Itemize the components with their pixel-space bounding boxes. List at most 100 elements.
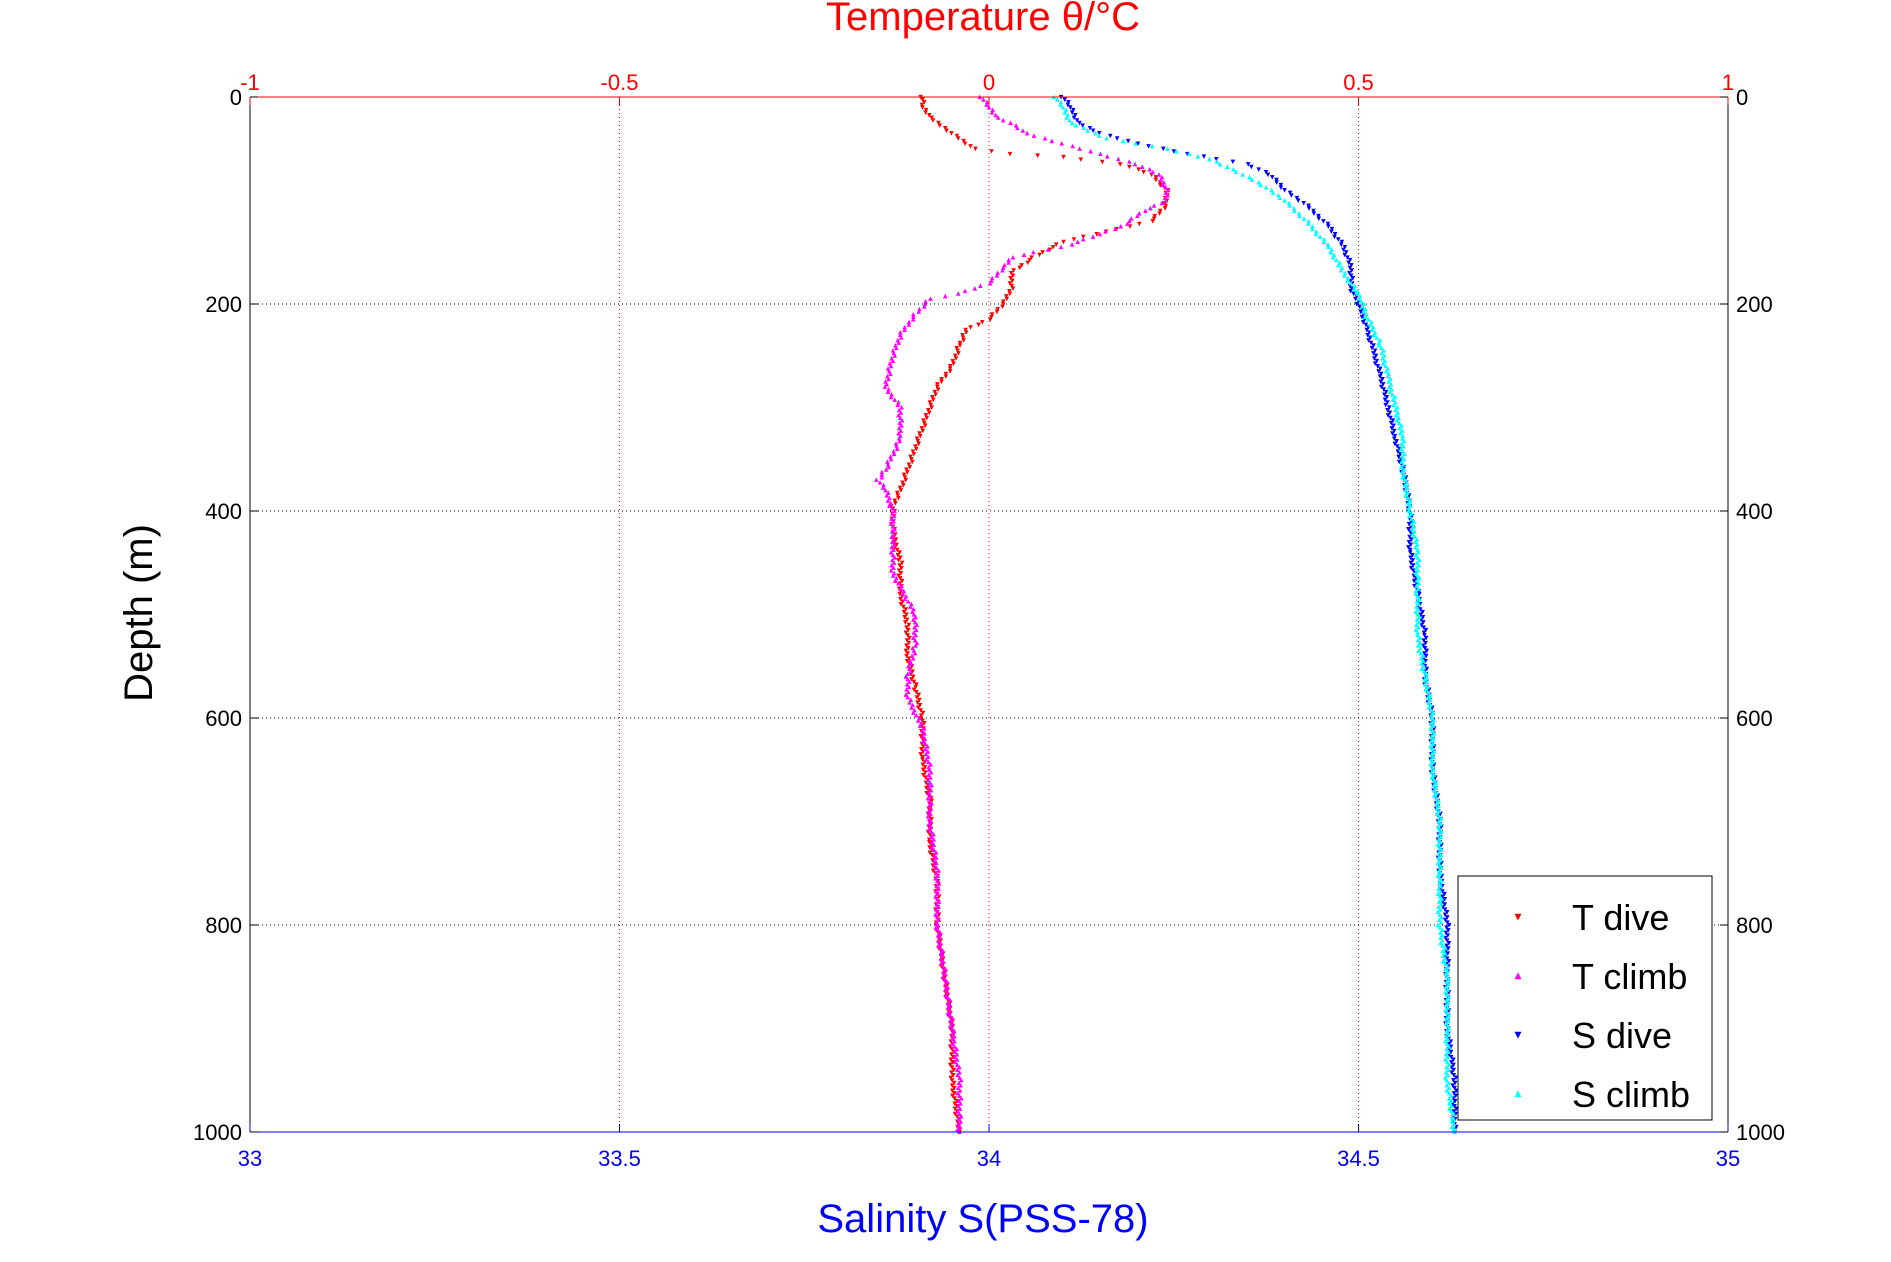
- data-point: [973, 146, 978, 152]
- data-point: [888, 521, 894, 527]
- data-point: [1439, 847, 1444, 853]
- data-point: [989, 314, 994, 320]
- data-point: [1382, 397, 1388, 403]
- data-point: [1434, 795, 1439, 801]
- data-point: [1422, 633, 1427, 638]
- data-point: [899, 417, 905, 423]
- data-point: [1438, 852, 1444, 858]
- data-point: [902, 614, 907, 620]
- data-point: [931, 847, 937, 853]
- data-point: [957, 1106, 963, 1111]
- data-point: [1413, 609, 1419, 615]
- data-point: [1297, 213, 1302, 219]
- data-point: [1400, 449, 1406, 454]
- data-point: [1446, 1013, 1452, 1018]
- data-point: [926, 759, 931, 765]
- data-point: [1381, 348, 1386, 353]
- data-point: [936, 120, 941, 126]
- data-point: [1354, 301, 1359, 307]
- data-point: [1444, 1041, 1450, 1047]
- data-point: [1438, 870, 1443, 876]
- data-point: [1440, 943, 1446, 948]
- data-point: [891, 451, 897, 457]
- data-point: [958, 1095, 964, 1101]
- data-point: [1071, 237, 1077, 242]
- data-point: [1412, 534, 1418, 539]
- data-point: [895, 402, 901, 408]
- data-point: [930, 397, 936, 403]
- data-point: [1085, 128, 1090, 133]
- data-point: [1061, 154, 1066, 160]
- data-point: [1443, 984, 1449, 990]
- data-point: [1379, 384, 1384, 390]
- data-point: [960, 332, 965, 338]
- data-point: [1445, 933, 1451, 938]
- data-point: [1423, 687, 1428, 692]
- data-point: [1438, 883, 1444, 889]
- data-point: [948, 1018, 953, 1023]
- data-point: [1361, 301, 1367, 307]
- series-t-climb: [874, 94, 1171, 1135]
- data-point: [1444, 925, 1449, 931]
- data-point: [1431, 731, 1437, 736]
- data-point: [1399, 454, 1405, 459]
- data-point: [1411, 524, 1417, 529]
- data-point: [955, 1103, 961, 1109]
- data-point: [1409, 537, 1414, 542]
- data-point: [1388, 420, 1394, 426]
- data-point: [940, 963, 946, 969]
- data-point: [947, 1002, 953, 1008]
- data-point: [1451, 1109, 1457, 1114]
- data-point: [1438, 940, 1443, 946]
- data-point: [926, 790, 931, 796]
- data-point: [935, 387, 941, 392]
- data-point: [927, 400, 933, 405]
- data-point: [1378, 371, 1384, 377]
- data-point: [1326, 224, 1331, 229]
- y-axis-label-depth: Depth (m): [117, 524, 161, 702]
- data-point: [961, 138, 967, 144]
- data-point: [1437, 925, 1443, 930]
- data-point: [1306, 206, 1312, 211]
- data-point: [1454, 1088, 1459, 1094]
- data-point: [1392, 441, 1398, 447]
- data-point: [1424, 648, 1430, 654]
- data-point: [1442, 950, 1448, 956]
- data-point: [1404, 485, 1410, 490]
- data-point: [1077, 146, 1082, 151]
- data-point: [1424, 679, 1430, 684]
- data-point: [903, 674, 909, 679]
- data-point: [913, 682, 919, 687]
- data-point: [935, 932, 941, 938]
- data-point: [885, 498, 891, 503]
- data-point: [1363, 322, 1369, 328]
- data-point: [1125, 138, 1131, 144]
- data-point: [904, 643, 909, 649]
- data-point: [945, 994, 950, 1000]
- data-point: [910, 609, 915, 615]
- top-axis-tick-label: 1: [1722, 70, 1734, 95]
- data-point: [1407, 513, 1412, 519]
- data-point: [1418, 612, 1424, 617]
- data-point: [1430, 741, 1436, 746]
- legend-item: T dive: [1514, 897, 1669, 938]
- data-point: [1374, 335, 1380, 340]
- data-point: [1061, 239, 1066, 245]
- data-point: [1420, 653, 1426, 659]
- data-point: [1157, 211, 1162, 216]
- data-point: [1158, 177, 1164, 182]
- data-point: [1429, 715, 1435, 721]
- data-point: [1443, 1070, 1449, 1075]
- data-point: [935, 382, 940, 387]
- data-point: [1007, 291, 1013, 297]
- data-point: [911, 679, 917, 685]
- data-point: [914, 446, 919, 452]
- data-point: [1090, 128, 1096, 134]
- data-point: [920, 757, 925, 762]
- data-point: [892, 526, 898, 532]
- series-layer: [874, 94, 1459, 1135]
- data-point: [952, 1059, 958, 1065]
- data-point: [1392, 394, 1398, 400]
- data-point: [1328, 249, 1333, 255]
- data-point: [1421, 620, 1426, 625]
